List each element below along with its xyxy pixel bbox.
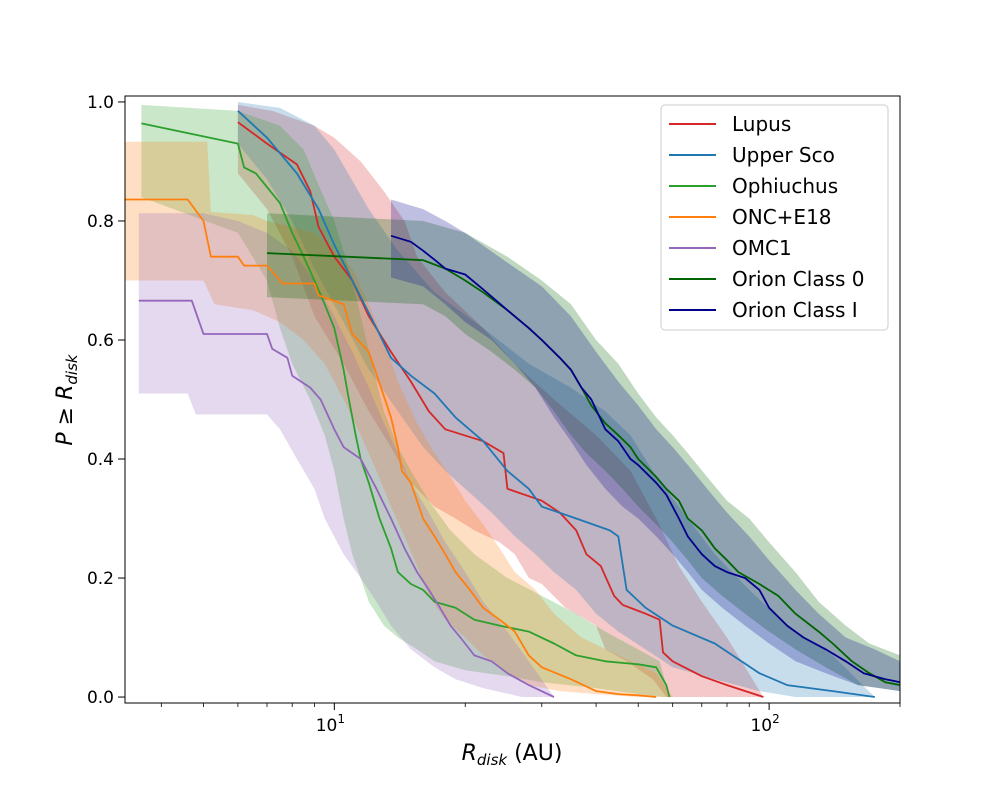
y-tick-label: 0.4 [87, 450, 114, 470]
legend-label-lupus: Lupus [732, 112, 791, 136]
legend-label-orion-class-0: Orion Class 0 [732, 267, 865, 291]
legend-label-onc-e18: ONC+E18 [732, 205, 832, 229]
x-tick-label: 102 [750, 712, 779, 736]
upper-sco-band [237, 102, 875, 697]
y-tick-label: 1.0 [87, 93, 114, 113]
omc1-line [138, 299, 555, 698]
x-tick-label: 101 [316, 712, 345, 736]
legend-label-orion-class-i: Orion Class I [732, 298, 858, 322]
legend: Lupus Upper Sco Ophiuchus ONC+E18 OMC1 Orion … [660, 104, 889, 331]
upper-sco-line [237, 110, 875, 698]
y-tick-label: 0.8 [87, 212, 114, 232]
ophiuchus-line [141, 122, 671, 698]
y-tick-label: 0.2 [87, 569, 114, 589]
y-tick-label: 0.6 [87, 331, 114, 351]
orion-class-i-line [390, 234, 900, 684]
onc-e18-line [125, 198, 657, 698]
legend-box [660, 104, 889, 331]
y-axis: 0.0 0.2 0.4 0.6 0.8 1.0 [87, 93, 125, 708]
y-tick-label: 0.0 [87, 688, 114, 708]
x-axis-label: Rdisk (AU) [462, 741, 563, 769]
y-axis-label: P ≥ Rdisk [53, 353, 81, 445]
series-lines [125, 110, 900, 698]
legend-label-omc1: OMC1 [732, 236, 792, 260]
lupus-line [237, 121, 764, 698]
legend-label-ophiuchus: Ophiuchus [732, 174, 838, 198]
onc-e18-band [125, 141, 673, 698]
legend-label-upper-sco: Upper Sco [732, 143, 835, 167]
orion-class-i-band [391, 199, 900, 692]
lupus-band [237, 104, 764, 697]
orion-class-0-band [267, 213, 900, 692]
x-axis: 101 102 [160, 703, 901, 736]
plot-frame [124, 95, 901, 704]
